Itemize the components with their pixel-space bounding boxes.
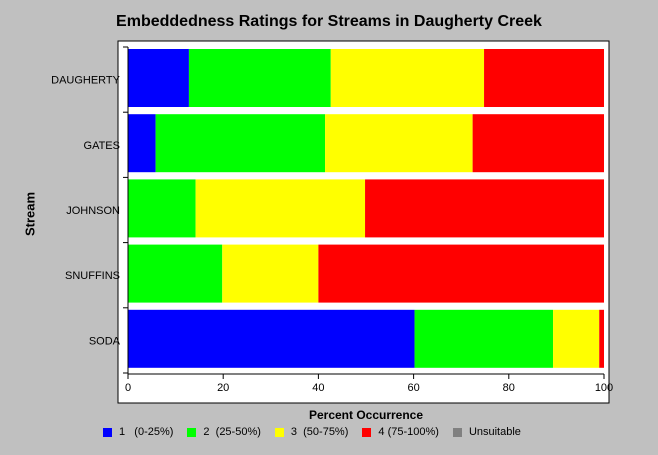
bar-soda-series-3 [553,309,600,368]
legend-swatch [187,427,197,437]
legend-item-2: 2 (25-50%) [187,426,261,438]
bar-snuffins-series-4 [318,244,604,303]
bar-daugherty-series-3 [330,49,485,107]
y-tick-label: DAUGHERTY [51,75,121,87]
legend-swatch [274,427,284,437]
legend-swatch [452,427,462,437]
x-axis-label: Percent Occurrence [308,408,424,422]
legend-label: 4 (75-100%) [378,426,439,438]
x-tick-label: 40 [312,382,324,394]
legend: 1 (0-25%) 2 (25-50%) 3 (50-75%) 4 (75-100%)… [103,426,535,438]
legend-label: 3 (50-75%) [290,426,349,438]
y-tick-label: JOHNSON [66,205,120,217]
bar-johnson-series-4 [365,179,604,238]
bar-snuffins-series-3 [222,244,319,303]
legend-item-4: 4 (75-100%) [362,426,439,438]
legend-label: Unsuitable [468,426,521,438]
legend-label: 1 (0-25%) [119,426,174,438]
x-tick-label: 20 [217,382,229,394]
bar-gates-series-3 [325,114,473,173]
bar-daugherty-series-2 [188,49,331,107]
bar-johnson-series-3 [195,179,366,238]
legend-item-5: Unsuitable [452,426,521,438]
legend-swatch [362,427,372,437]
y-tick-label: SODA [89,335,121,347]
x-tick-label: 100 [595,382,613,394]
legend-item-3: 3 (50-75%) [274,426,349,438]
x-tick-label: 60 [407,382,419,394]
bar-soda-series-2 [414,309,554,368]
x-tick-label: 80 [503,382,515,394]
bar-soda-series-1 [128,309,415,368]
y-tick-label: SNUFFINS [65,270,120,282]
bar-gates-series-2 [155,114,326,173]
legend-label: 2 (25-50%) [203,426,261,438]
legend-item-1: 1 (0-25%) [103,426,173,438]
x-tick-label: 0 [125,382,131,394]
bar-gates-series-1 [128,114,156,173]
bar-daugherty-series-1 [128,49,189,107]
bar-snuffins-series-2 [128,244,223,303]
y-tick-label: GATES [84,140,120,152]
bar-johnson-series-2 [128,179,196,238]
legend-swatch [103,427,112,437]
bar-soda-series-4 [599,309,604,368]
bar-daugherty-series-4 [484,49,604,107]
bar-gates-series-4 [472,114,604,173]
chart-title: Embeddedness Ratings for Streams in Daug… [116,13,542,30]
